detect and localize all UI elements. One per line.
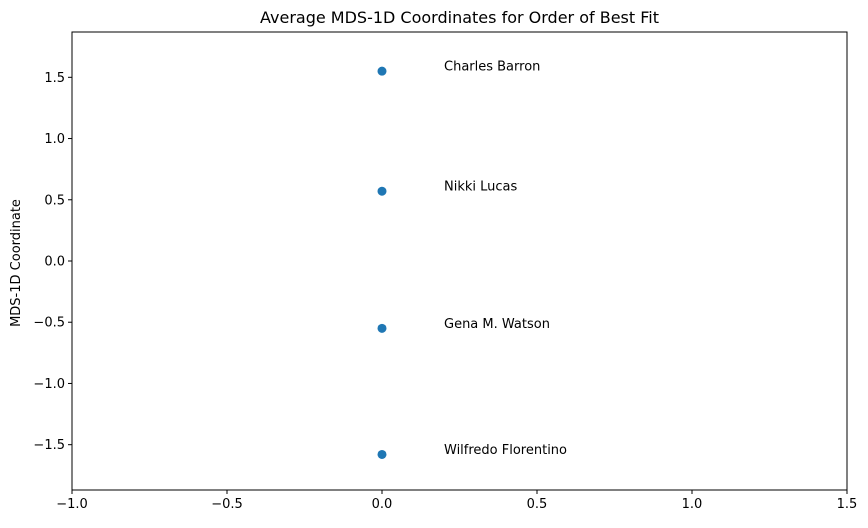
y-tick-label: −0.5 [33,316,65,331]
y-axis-ticks: 1.5 1.0 0.5 0.0 −0.5 −1.0 −1.5 [33,71,72,453]
y-tick-label: −1.0 [33,377,65,392]
y-tick-label: 0.5 [44,193,65,208]
point-label: Wilfredo Florentino [444,443,567,458]
chart-title: Average MDS-1D Coordinates for Order of … [260,8,659,27]
x-tick-label: 0.0 [372,497,393,512]
data-point [377,323,387,333]
point-label: Nikki Lucas [444,180,518,195]
x-tick-label: −0.5 [211,497,243,512]
x-tick-label: 0.5 [527,497,548,512]
y-tick-label: 0.0 [44,255,65,270]
x-axis-ticks: −1.0 −0.5 0.0 0.5 1.0 1.5 [56,490,857,512]
data-points [377,66,387,459]
y-tick-label: 1.5 [44,71,65,86]
y-tick-label: −1.5 [33,438,65,453]
point-label: Charles Barron [444,60,540,75]
point-annotations: Charles Barron Nikki Lucas Gena M. Watson W… [444,60,567,458]
data-point [377,449,387,459]
x-tick-label: 1.5 [837,497,858,512]
x-tick-label: −1.0 [56,497,88,512]
point-label: Gena M. Watson [444,317,550,332]
y-tick-label: 1.0 [44,132,65,147]
x-tick-label: 1.0 [682,497,703,512]
data-point [377,66,387,76]
data-point [377,186,387,196]
plot-frame [71,31,848,491]
y-axis-label: MDS-1D Coordinate [9,199,24,327]
